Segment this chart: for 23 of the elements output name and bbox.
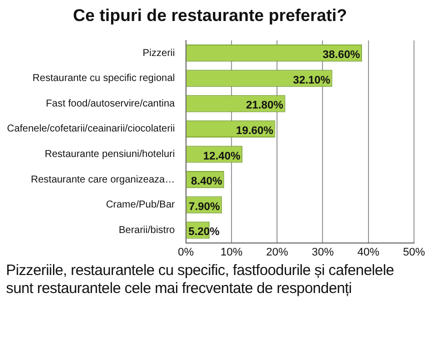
- data-label: 38.60%: [322, 49, 360, 62]
- x-tick-label: 40%: [357, 246, 380, 258]
- chart-title: Ce tipuri de restaurante preferati?: [73, 6, 347, 25]
- data-label: 8.40%: [190, 176, 222, 188]
- x-tick-label: 50%: [402, 246, 426, 258]
- x-tick-label: 30%: [312, 246, 334, 258]
- data-label: 19.60%: [236, 124, 274, 137]
- data-label: 7.90%: [188, 200, 220, 213]
- y-tick-label: Restaurante care organizeaza…: [30, 174, 175, 186]
- y-tick-label: Crame/Pub/Bar: [106, 200, 176, 211]
- x-tick-label: 20%: [266, 246, 288, 258]
- x-tick-label: 10%: [220, 246, 243, 258]
- y-tick-label: Pizzerii: [142, 48, 175, 59]
- text: Pizzeriile, restaurantele cu specific, fastfoodurile și cafenelele sunt restaurantele cele mai frecventate de respondenți: [6, 262, 395, 298]
- data-label: 21.80%: [246, 100, 284, 112]
- x-tick-label: 0%: [178, 246, 194, 258]
- data-label: 32.10%: [293, 74, 331, 86]
- y-tick-label: Fast food/autoservire/cantina: [46, 98, 176, 110]
- y-tick-label: Berarii/bistro: [118, 224, 176, 236]
- y-tick-label: Cafenele/cofetarii/ceainarii/ciocolaterii: [6, 124, 175, 135]
- data-label: 12.40%: [203, 150, 241, 162]
- y-tick-label: Restaurante cu specific regional: [32, 73, 175, 84]
- y-tick-label: Restaurante pensiuni/hoteluri: [44, 149, 175, 160]
